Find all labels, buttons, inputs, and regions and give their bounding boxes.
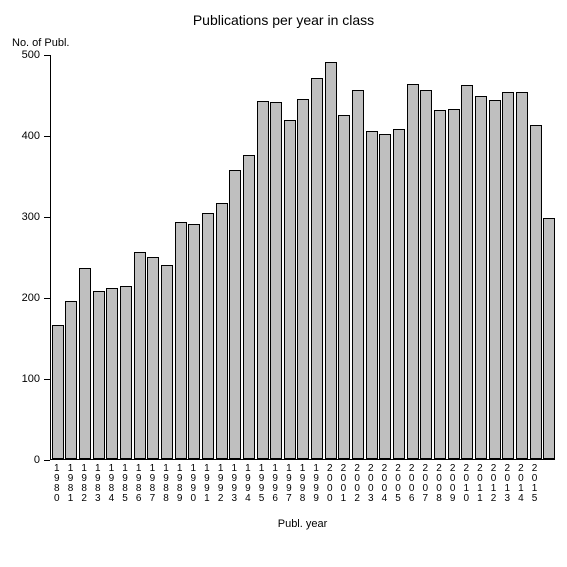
x-tick-label: 2 0 1 2 [489, 464, 499, 504]
bar [352, 90, 364, 459]
y-tick-label: 400 [0, 130, 40, 142]
bar [338, 115, 350, 459]
y-tick [44, 298, 50, 299]
bar [188, 224, 200, 459]
bar [106, 288, 118, 459]
bar [420, 90, 432, 459]
y-tick [44, 55, 50, 56]
x-tick-label: 1 9 9 9 [311, 464, 321, 504]
x-tick-label: 2 0 0 2 [352, 464, 362, 504]
bar [393, 129, 405, 459]
bar [311, 78, 323, 459]
x-tick-label: 1 9 9 1 [202, 464, 212, 504]
y-tick [44, 136, 50, 137]
x-tick-label: 1 9 8 2 [79, 464, 89, 504]
x-tick-label: 1 9 8 5 [120, 464, 130, 504]
x-tick-label: 2 0 1 3 [502, 464, 512, 504]
bar [175, 222, 187, 459]
x-tick-label: 2 0 0 1 [338, 464, 348, 504]
x-tick-label: 2 0 0 7 [420, 464, 430, 504]
bar [475, 96, 487, 459]
bar [134, 252, 146, 459]
x-tick-label: 2 0 0 0 [325, 464, 335, 504]
x-tick-label: 2 0 1 4 [516, 464, 526, 504]
x-tick-label: 2 0 1 0 [461, 464, 471, 504]
bar [407, 84, 419, 459]
y-axis-title: No. of Publ. [12, 37, 69, 49]
bar [461, 85, 473, 459]
y-tick-label: 500 [0, 49, 40, 61]
y-tick [44, 460, 50, 461]
x-tick-label: 1 9 9 6 [270, 464, 280, 504]
y-tick [44, 379, 50, 380]
bar [270, 102, 282, 459]
x-tick-label: 1 9 9 0 [188, 464, 198, 504]
x-tick-label: 2 0 0 3 [366, 464, 376, 504]
bar [147, 257, 159, 460]
bar [216, 203, 228, 459]
x-tick-label: 2 0 0 4 [379, 464, 389, 504]
x-tick-label: 2 0 1 1 [475, 464, 485, 504]
x-tick-label: 1 9 9 4 [243, 464, 253, 504]
x-tick-label: 1 9 8 1 [65, 464, 75, 504]
x-tick-label: 1 9 9 5 [257, 464, 267, 504]
chart-container: Publications per year in class No. of Pu… [0, 0, 567, 567]
bar [52, 325, 64, 459]
plot-area [50, 55, 555, 460]
chart-title: Publications per year in class [0, 12, 567, 28]
x-tick-label: 1 9 8 4 [106, 464, 116, 504]
x-tick-label: 2 0 0 9 [448, 464, 458, 504]
bar [284, 120, 296, 459]
y-tick-label: 300 [0, 211, 40, 223]
y-tick-label: 0 [0, 454, 40, 466]
bar [543, 218, 555, 459]
bar [120, 286, 132, 459]
x-axis-title: Publ. year [50, 518, 555, 530]
x-tick-label: 1 9 9 2 [216, 464, 226, 504]
x-tick-label: 1 9 9 7 [284, 464, 294, 504]
bar [516, 92, 528, 459]
bar [202, 213, 214, 459]
bar [530, 125, 542, 459]
x-tick-label: 2 0 0 8 [434, 464, 444, 504]
y-tick-label: 100 [0, 373, 40, 385]
x-tick-label: 1 9 8 3 [93, 464, 103, 504]
x-tick-label: 1 9 9 8 [298, 464, 308, 504]
bar [489, 100, 501, 459]
bar [502, 92, 514, 459]
bar [229, 170, 241, 459]
bar [325, 62, 337, 459]
bar [79, 268, 91, 459]
bar [65, 301, 77, 459]
bar [257, 101, 269, 459]
x-tick-label: 1 9 9 3 [229, 464, 239, 504]
x-tick-label: 1 9 8 6 [134, 464, 144, 504]
bar [379, 134, 391, 459]
bar [243, 155, 255, 459]
bar [434, 110, 446, 459]
y-tick [44, 217, 50, 218]
y-tick-label: 200 [0, 292, 40, 304]
bar [366, 131, 378, 459]
bar [448, 109, 460, 459]
x-tick-label: 1 9 8 9 [175, 464, 185, 504]
x-tick-label: 2 0 1 5 [530, 464, 540, 504]
x-tick-label: 2 0 0 5 [393, 464, 403, 504]
x-tick-label: 1 9 8 8 [161, 464, 171, 504]
bar [297, 99, 309, 459]
x-tick-label: 2 0 0 6 [407, 464, 417, 504]
bar [161, 265, 173, 459]
x-tick-label: 1 9 8 0 [52, 464, 62, 504]
x-tick-label: 1 9 8 7 [147, 464, 157, 504]
bar [93, 291, 105, 459]
